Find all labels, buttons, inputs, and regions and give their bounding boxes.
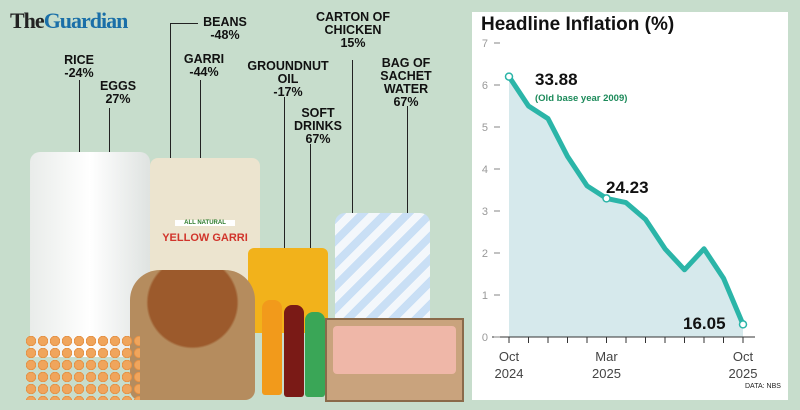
y-tick-label: 0 (482, 332, 488, 344)
egg-tray (25, 335, 140, 400)
leader-line-oil (284, 97, 285, 257)
x-tick-label-month: Oct (499, 349, 520, 364)
y-tick-label: 2 (482, 248, 488, 260)
garri-brand: YELLOW GARRI (162, 232, 248, 244)
annotation-oct-2025: 16.05 (683, 314, 726, 333)
label-soft-drinks: SOFT DRINKS 67% (294, 106, 342, 146)
y-tick-label: 5 (482, 122, 488, 134)
x-tick-label-month: Mar (595, 349, 618, 364)
data-point-marker (602, 194, 611, 203)
soft-drink-bottle-cola (284, 305, 304, 397)
label-beans: BEANS -48% (203, 15, 247, 42)
x-tick-label-year: 2024 (495, 366, 524, 381)
leader-line-beans-h (170, 23, 198, 24)
annotation-mar-2025: 24.23 (606, 178, 649, 197)
y-tick-label: 3 (482, 206, 488, 218)
label-eggs: EGGS 27% (99, 79, 137, 106)
annotation-oct-2024-note: (Old base year 2009) (535, 93, 628, 104)
y-tick-label: 6 (482, 80, 488, 92)
leader-line-water (407, 106, 408, 236)
y-tick-label: 4 (482, 164, 488, 176)
sachet-water-bag (335, 213, 430, 333)
beans-sack (130, 270, 255, 400)
leader-line-garri (200, 80, 201, 170)
logo-text-guardian: Guardian (43, 8, 129, 33)
garri-tag: ALL NATURAL (175, 220, 235, 226)
data-point-marker (504, 72, 514, 81)
series-line (506, 75, 746, 326)
y-tick-label: 7 (482, 38, 488, 50)
label-rice: RICE -24% (64, 53, 94, 80)
chicken-carton (325, 318, 464, 402)
label-sachet-water: BAG OF SACHET WATER 67% (380, 56, 432, 109)
data-point-marker (738, 320, 748, 329)
chart-title: Headline Inflation (%) (481, 14, 675, 35)
label-garri: GARRI -44% (183, 52, 225, 79)
soft-drink-bottle-orange (262, 300, 282, 395)
soft-drink-bottle-green (305, 312, 325, 397)
label-groundnut-oil: GROUNDNUT OIL -17% (247, 59, 329, 99)
leader-line-drinks (310, 144, 311, 314)
leader-line-chicken (352, 60, 353, 330)
logo-text-the: The (10, 8, 45, 33)
label-carton-of-chicken: CARTON OF CHICKEN 15% (315, 10, 391, 50)
guardian-logo: TheGuardian (10, 8, 129, 34)
x-tick-label-month: Oct (733, 349, 754, 364)
annotation-oct-2024: 33.88 (535, 70, 578, 89)
x-tick-label-year: 2025 (729, 366, 758, 381)
x-tick-label-year: 2025 (592, 366, 621, 381)
y-tick-label: 1 (482, 290, 488, 302)
data-source: DATA: NBS (745, 383, 781, 390)
